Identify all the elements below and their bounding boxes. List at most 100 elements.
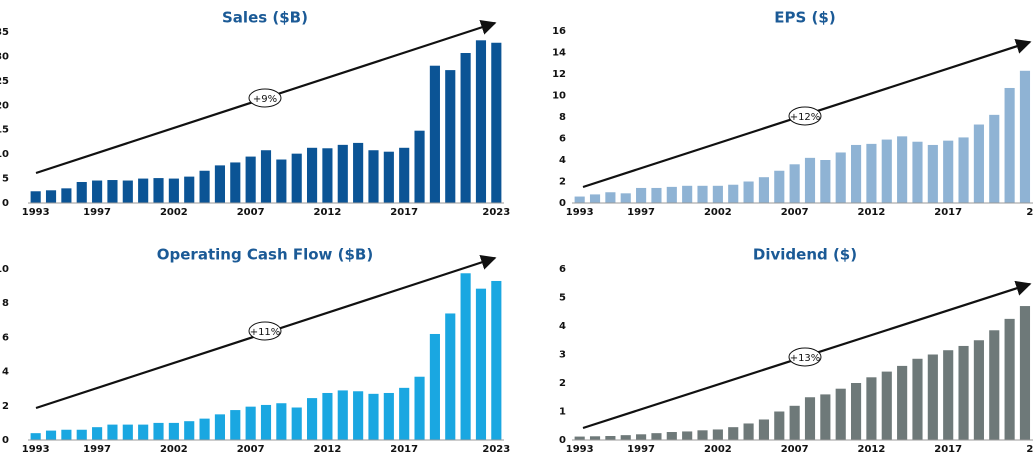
bar (897, 365, 908, 440)
x-tick-label: 2007 (781, 444, 809, 455)
x-tick-label: 2017 (390, 444, 418, 455)
y-tick-label: 10 (552, 91, 566, 102)
chart-title: Sales ($B) (222, 9, 308, 27)
y-tick-label: 4 (2, 367, 9, 378)
x-tick-label: 2002 (160, 444, 188, 455)
y-tick-label: 4 (559, 321, 566, 332)
y-tick-label: 2 (559, 378, 566, 389)
bar (697, 185, 708, 203)
bar (1004, 87, 1015, 203)
chart-title: Dividend ($) (753, 246, 857, 264)
bar (460, 273, 471, 440)
bar (153, 178, 164, 203)
y-tick-label: 4 (559, 155, 566, 166)
annotation-bubble (788, 347, 822, 367)
y-tick-label: 1 (559, 407, 566, 418)
bar (774, 411, 785, 440)
bar (138, 424, 149, 440)
bar (589, 194, 601, 203)
bar (199, 170, 210, 203)
bar (651, 433, 662, 440)
x-tick-label: 2007 (237, 207, 265, 218)
y-tick-label: 10 (0, 264, 9, 275)
bar (245, 406, 256, 440)
bar (353, 391, 364, 440)
bar (574, 436, 585, 440)
y-tick-label: 30 (0, 51, 9, 62)
bar (383, 151, 394, 203)
y-tick-label: 14 (552, 48, 566, 59)
x-tick-label: 1997 (83, 444, 111, 455)
bar (850, 383, 862, 440)
bar (291, 407, 302, 440)
bar (383, 392, 394, 440)
bar (168, 422, 179, 440)
annotation: +11% (250, 327, 281, 338)
bar (168, 178, 179, 203)
y-tick-label: 2 (2, 401, 9, 412)
bar (605, 192, 616, 203)
bar (399, 147, 410, 203)
x-tick-label: 2012 (857, 444, 885, 455)
bar (76, 181, 87, 203)
bar (445, 313, 456, 440)
chart-panel: Operating Cash Flow ($B) 0 2 4 6 8 10 1993 1997 2… (0, 246, 510, 456)
bar (912, 141, 923, 203)
x-tick-label: 2002 (704, 444, 732, 455)
bar (214, 414, 226, 440)
x-tick-label: 2023 (482, 444, 510, 455)
bar (122, 180, 133, 203)
annotation-bubble (788, 106, 822, 126)
bar (866, 377, 877, 440)
x-tick-label: 1997 (627, 444, 655, 455)
x-tick-label: 2017 (390, 207, 418, 218)
bar (491, 280, 502, 440)
bar (429, 65, 440, 203)
bar (789, 405, 800, 440)
bar (475, 40, 487, 204)
bar (429, 333, 440, 440)
bar (758, 177, 770, 203)
bar (973, 124, 984, 203)
chart-title: Operating Cash Flow ($B) (157, 246, 373, 264)
x-tick-label: 2012 (313, 207, 341, 218)
bar (728, 184, 739, 203)
bar (153, 422, 164, 440)
bar (820, 160, 831, 203)
bar (260, 404, 272, 440)
bar (897, 136, 908, 203)
x-tick-label: 2017 (934, 207, 962, 218)
annotation: +9% (253, 94, 277, 105)
y-tick-label: 3 (559, 350, 566, 361)
bar (61, 188, 72, 203)
bar (804, 397, 816, 440)
bar (445, 70, 456, 203)
y-tick-label: 0 (2, 198, 9, 209)
bar (789, 164, 800, 203)
bar (743, 423, 754, 440)
bar (835, 152, 846, 203)
bar (927, 144, 938, 203)
x-tick-label: 2012 (857, 207, 885, 218)
bar (835, 388, 846, 440)
bar (337, 144, 348, 203)
x-tick-label: 1993 (566, 207, 594, 218)
bar (881, 371, 892, 440)
x-tick-label: 2012 (313, 444, 341, 455)
bar (1019, 70, 1031, 204)
bar (666, 186, 677, 203)
x-tick-label: 2023 (1026, 444, 1033, 455)
bar (214, 165, 226, 203)
bar (973, 340, 984, 440)
bar (45, 430, 57, 440)
bar (414, 130, 425, 203)
bar (712, 185, 723, 203)
x-tick-label: 1997 (627, 207, 655, 218)
chart-title: EPS ($) (774, 9, 835, 27)
bar (636, 434, 647, 440)
bar (574, 196, 585, 203)
x-tick-label: 2017 (934, 444, 962, 455)
bar (958, 345, 969, 440)
bar (682, 431, 693, 440)
